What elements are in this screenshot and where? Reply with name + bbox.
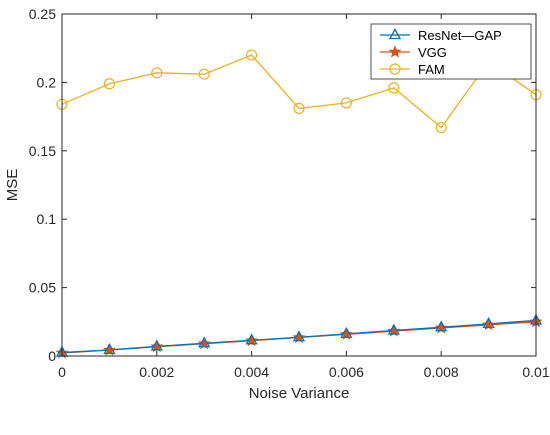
y-tick-label: 0.25: [29, 6, 56, 22]
legend-label: FAM: [418, 62, 445, 77]
data-point-circle: [293, 102, 305, 114]
x-tick-label: 0.002: [139, 364, 174, 380]
data-point-triangle: [482, 317, 495, 329]
legend-marker-star: [388, 45, 402, 58]
data-point-circle: [198, 68, 210, 80]
legend-marker-circle: [389, 63, 401, 75]
data-point-triangle: [435, 320, 448, 332]
legend-marker-triangle: [388, 28, 402, 40]
series-line-circle: [61, 54, 537, 129]
data-point-circle: [103, 78, 116, 90]
data-point-circle: [151, 67, 163, 79]
x-tick-label: 0.008: [424, 364, 459, 380]
x-tick-label: 0.01: [522, 364, 549, 380]
y-tick-label: 0.1: [37, 211, 57, 227]
x-axis: 0 0.002 0.004 0.006 0.008 0.01: [58, 14, 550, 380]
y-tick-label: 0.2: [37, 74, 57, 90]
legend-label: ResNet—GAP: [418, 28, 502, 43]
data-point-circle: [340, 97, 352, 109]
data-point-circle: [435, 121, 447, 134]
data-point-triangle: [103, 343, 116, 354]
data-point-triangle: [292, 330, 306, 342]
x-tick-label: 0.006: [329, 364, 364, 380]
y-axis-label: MSE: [4, 169, 21, 202]
y-axis: 0 0.05 0.1 0.15 0.2 0.25: [29, 6, 536, 364]
y-tick-label: 0.15: [29, 143, 56, 159]
data-point-triangle: [387, 323, 400, 335]
data-point-circle: [246, 49, 258, 61]
y-tick-label: 0.05: [29, 280, 56, 296]
data-point-triangle: [198, 336, 211, 348]
x-tick-label: 0.004: [234, 364, 269, 380]
x-tick-label: 0: [58, 364, 66, 380]
y-tick-label: 0: [48, 348, 56, 364]
data-point-triangle: [245, 333, 258, 345]
legend-label: VGG: [418, 45, 447, 60]
data-point-circle: [388, 82, 400, 94]
data-point-triangle: [340, 326, 353, 338]
plot-frame: [61, 13, 537, 357]
legend: ResNet—GAP VGG FAM: [370, 23, 532, 80]
x-axis-label: Noise Variance: [249, 385, 350, 402]
data-point-triangle: [150, 339, 163, 351]
